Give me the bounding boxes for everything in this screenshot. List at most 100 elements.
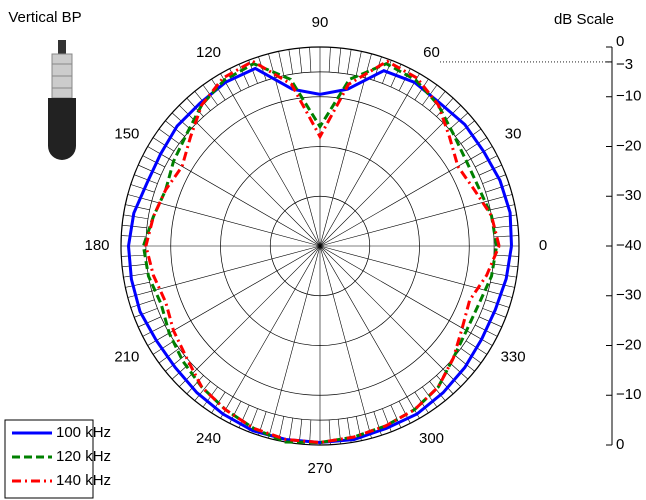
ring-hatch (194, 381, 211, 401)
ring-hatch (123, 214, 149, 220)
scale-tick-label: −30 (616, 287, 641, 304)
ring-hatch (122, 224, 147, 229)
scale-tick-label: −40 (616, 237, 641, 254)
ring-hatch (346, 49, 352, 75)
ring-hatch (186, 375, 204, 395)
ring-hatch (268, 53, 276, 78)
ring-hatch (429, 381, 446, 401)
ring-hatch (179, 368, 198, 387)
ring-hatch (488, 194, 513, 202)
ring-hatch (121, 254, 147, 257)
ring-hatch (130, 299, 155, 308)
scale-tick-label: −3 (616, 56, 633, 73)
ring-hatch (298, 48, 303, 73)
scale-tick-label: −20 (616, 336, 641, 353)
ring-hatch (127, 290, 152, 298)
ring-hatch (158, 128, 180, 144)
ring-hatch (122, 263, 147, 268)
spoke (319, 77, 366, 247)
spoke (151, 245, 321, 292)
ring-hatch (138, 164, 162, 176)
ring-hatch (138, 316, 162, 328)
spoke (319, 245, 489, 292)
ring-hatch (482, 174, 506, 184)
scale-tick-label: −10 (616, 88, 641, 105)
angle-label: 270 (307, 460, 332, 477)
ring-hatch (328, 47, 331, 73)
ring-hatch (134, 174, 158, 184)
ring-hatch (493, 235, 519, 238)
spoke (169, 158, 321, 247)
spoke (196, 122, 321, 247)
spoke (319, 245, 471, 334)
legend: 100 kHz 120 kHz 140 kHz (4, 419, 111, 499)
ring-hatch (485, 184, 510, 193)
angle-label: 120 (196, 44, 221, 61)
ring-hatch (449, 362, 469, 380)
ring-hatch (278, 51, 285, 76)
spoke (196, 245, 321, 370)
ring-hatch (355, 51, 362, 76)
series-line (144, 59, 501, 445)
angle-label: 60 (423, 44, 440, 61)
ring-hatch (123, 272, 149, 278)
spoke (319, 158, 471, 247)
spoke (319, 245, 444, 370)
ring-hatch (147, 332, 170, 346)
chart-title: Vertical BP (8, 9, 81, 26)
spoke (232, 245, 321, 397)
spoke (232, 95, 321, 247)
scale-title: dB Scale (554, 11, 614, 28)
angle-label: 90 (312, 14, 329, 31)
spoke (319, 122, 444, 247)
grid-circle (269, 195, 371, 297)
ring-hatch (152, 340, 175, 355)
series-line (126, 66, 513, 445)
scale-tick-label: 0 (616, 33, 624, 50)
ring-hatch (147, 146, 170, 160)
ring-hatch (491, 272, 517, 278)
ring-hatch (460, 128, 482, 144)
legend-label: 140 kHz (56, 472, 111, 489)
ring-hatch (337, 48, 342, 73)
ring-hatch (436, 375, 454, 395)
ring-hatch (475, 155, 498, 168)
ring-hatch (470, 146, 493, 160)
grid-circle (220, 146, 420, 346)
spoke (319, 95, 408, 247)
ring-hatch (490, 281, 515, 288)
spoke (169, 245, 321, 334)
angle-label: 330 (501, 348, 526, 365)
scale-tick-label: −20 (616, 137, 641, 154)
ring-hatch (491, 214, 517, 220)
angle-label: 300 (419, 430, 444, 447)
scale-tick-label: 0 (616, 436, 624, 453)
ring-hatch (493, 254, 519, 257)
ring-hatch (134, 308, 158, 318)
ring-hatch (465, 137, 488, 152)
angle-label: 150 (114, 125, 139, 142)
scale-tick-label: −10 (616, 386, 641, 403)
ring-hatch (125, 281, 150, 288)
angle-label: 180 (84, 237, 109, 254)
series-line (141, 62, 499, 445)
ring-hatch (455, 355, 475, 372)
spoke (319, 245, 366, 415)
angle-label: 30 (505, 125, 522, 142)
ring-hatch (130, 184, 155, 193)
grid-circle (170, 96, 470, 396)
ring-hatch (142, 155, 165, 168)
ring-hatch (493, 224, 518, 229)
ring-hatch (309, 47, 312, 73)
spoke (274, 77, 321, 247)
ring-hatch (238, 64, 250, 88)
ring-hatch (390, 404, 402, 428)
angle-label: 240 (196, 430, 221, 447)
ring-hatch (478, 164, 502, 176)
spoke (319, 245, 408, 397)
ring-hatch (490, 204, 515, 211)
ring-hatch (121, 235, 147, 238)
ring-hatch (406, 73, 420, 96)
legend-label: 100 kHz (56, 424, 111, 441)
ring-hatch (455, 120, 475, 137)
